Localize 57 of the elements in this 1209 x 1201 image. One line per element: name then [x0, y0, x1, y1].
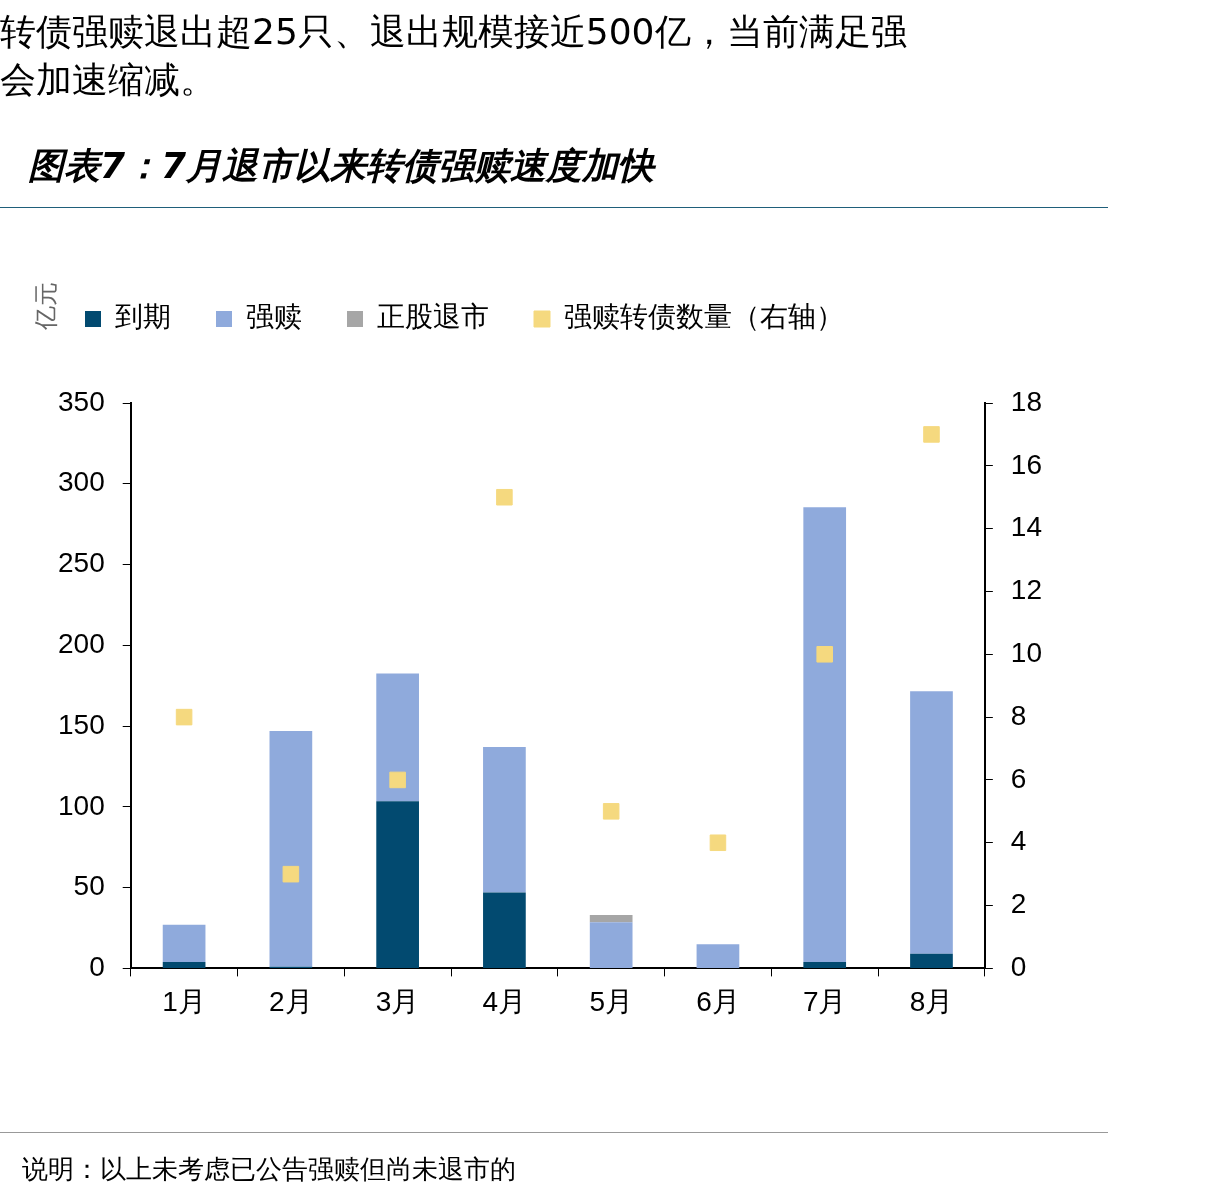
point [816, 646, 833, 663]
text: 说明：以上未考虑已公告强赎但尚未退市的 [22, 1153, 516, 1186]
y2-tick-label: 6 [1010, 762, 1027, 794]
bar [803, 961, 847, 968]
bar [589, 915, 633, 923]
text: 会加速缩减。 [0, 58, 217, 102]
y2-tick-label: 2 [1010, 888, 1027, 920]
legend-label: 强赎转债数量（右轴） [564, 300, 844, 334]
x-tick-label: 5月 [589, 985, 633, 1017]
y-axis-title: 亿元 [31, 282, 61, 330]
point [282, 865, 300, 883]
bar [589, 922, 633, 968]
point [602, 803, 620, 820]
y2-tick-label: 18 [1010, 385, 1043, 417]
x-tick-label: 7月 [802, 985, 847, 1017]
x-tick-label: 1月 [162, 985, 206, 1017]
y-tick-label: 0 [89, 951, 105, 983]
bar [376, 673, 419, 802]
bar [910, 691, 953, 954]
y-tick-label: 50 [73, 870, 105, 902]
bar [162, 924, 206, 962]
y-tick-label: 350 [58, 385, 105, 417]
chart-title: 图表7：7月退市以来转债强赎速度加快 [28, 144, 655, 188]
bar [803, 507, 847, 962]
y-tick-label: 250 [58, 547, 105, 579]
bar [483, 747, 526, 893]
point [709, 834, 727, 852]
legend-label: 强赎 [246, 300, 302, 334]
bar [376, 801, 419, 968]
bar [483, 892, 526, 968]
bar [696, 944, 740, 968]
bar [910, 953, 953, 968]
y2-tick-label: 10 [1010, 637, 1043, 669]
legend-label: 正股退市 [377, 300, 489, 334]
text: 转债强赎退出超25只、退出规模接近500亿，当前满足强 [0, 10, 907, 54]
point [389, 771, 406, 789]
y-tick-label: 300 [58, 466, 105, 498]
y2-tick-label: 8 [1010, 699, 1027, 731]
bar [162, 961, 206, 968]
y-tick-label: 200 [58, 628, 105, 660]
x-tick-label: 6月 [696, 985, 740, 1017]
x-tick-label: 2月 [269, 985, 313, 1017]
x-tick-label: 4月 [482, 985, 527, 1017]
y2-tick-label: 16 [1010, 448, 1043, 480]
point [923, 426, 940, 443]
bar [269, 730, 313, 967]
y-tick-label: 100 [58, 789, 105, 821]
y2-tick-label: 4 [1010, 825, 1027, 857]
point [175, 708, 193, 726]
y2-tick-label: 14 [1010, 511, 1043, 543]
y-tick-label: 150 [58, 708, 105, 740]
x-tick-label: 3月 [375, 985, 420, 1017]
y2-tick-label: 0 [1010, 951, 1027, 983]
x-tick-label: 8月 [909, 985, 954, 1017]
y2-tick-label: 12 [1010, 574, 1043, 606]
point [496, 488, 513, 506]
legend-label: 到期 [115, 300, 171, 334]
